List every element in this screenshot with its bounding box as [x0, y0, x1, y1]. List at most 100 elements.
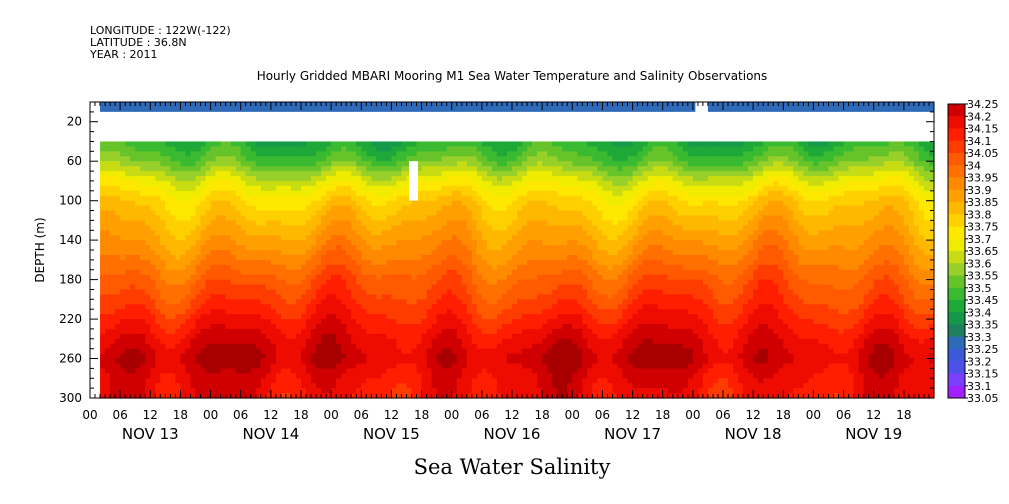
heatmap-cell	[170, 309, 176, 315]
heatmap-cell	[481, 309, 488, 315]
heatmap-cell	[200, 195, 207, 202]
heatmap-cell	[336, 338, 342, 345]
heatmap-cell	[280, 161, 287, 167]
heatmap-cell	[371, 264, 377, 271]
heatmap-cell	[522, 294, 528, 300]
heatmap-cell	[235, 294, 242, 300]
heatmap-cell	[572, 264, 578, 271]
heatmap-cell	[356, 215, 362, 221]
heatmap-cell	[105, 299, 111, 305]
heatmap-cell	[527, 338, 533, 345]
heatmap-cell	[572, 200, 578, 207]
heatmap-cell	[416, 289, 423, 295]
heatmap-cell	[491, 324, 498, 330]
heatmap-cell	[220, 250, 227, 256]
heatmap-cell	[567, 240, 573, 246]
heatmap-cell	[537, 353, 543, 360]
heatmap-cell	[436, 215, 443, 221]
heatmap-cell	[195, 259, 202, 266]
heatmap-cell	[160, 328, 166, 335]
heatmap-cell	[471, 304, 478, 310]
heatmap-cell	[381, 304, 387, 310]
heatmap-cell	[105, 373, 111, 379]
heatmap-cell	[522, 141, 528, 147]
heatmap-cell	[240, 156, 247, 162]
heatmap-cell	[275, 363, 282, 369]
heatmap-cell	[512, 220, 518, 226]
heatmap-cell	[396, 284, 403, 291]
heatmap-cell	[491, 274, 498, 281]
heatmap-cell	[115, 215, 121, 221]
heatmap-cell	[366, 324, 372, 330]
heatmap-cell	[341, 200, 347, 207]
heatmap-cell	[371, 220, 377, 226]
heatmap-cell	[165, 146, 171, 152]
heatmap-cell	[290, 319, 297, 325]
heatmap-cell	[476, 358, 483, 365]
heatmap-cell	[155, 190, 161, 197]
heatmap-cell	[270, 309, 277, 315]
heatmap-cell	[471, 363, 478, 369]
heatmap-cell	[115, 294, 121, 300]
heatmap-cell	[306, 393, 312, 399]
heatmap-cell	[275, 215, 282, 221]
heatmap-cell	[456, 195, 463, 202]
heatmap-cell	[326, 215, 332, 221]
heatmap-cell	[130, 333, 136, 340]
heatmap-cell	[341, 171, 347, 177]
heatmap-cell	[476, 225, 483, 231]
heatmap-cell	[225, 333, 232, 340]
heatmap-cell	[406, 368, 413, 374]
heatmap-cell	[180, 373, 187, 379]
heatmap-cell	[466, 141, 473, 147]
heatmap-cell	[321, 279, 327, 286]
heatmap-cell	[376, 210, 382, 217]
heatmap-cell	[210, 353, 217, 360]
heatmap-cell	[235, 195, 242, 202]
heatmap-cell	[506, 190, 513, 197]
heatmap-cell	[491, 333, 498, 340]
heatmap-cell	[542, 294, 548, 300]
heatmap-cell	[140, 259, 146, 266]
heatmap-cell	[235, 393, 242, 399]
heatmap-cell	[361, 225, 367, 231]
heatmap-cell	[567, 314, 573, 320]
heatmap-cell	[481, 210, 488, 217]
heatmap-cell	[140, 240, 146, 246]
heatmap-cell	[205, 314, 212, 320]
heatmap-cell	[285, 299, 292, 305]
heatmap-cell	[280, 215, 287, 221]
heatmap-cell	[295, 353, 302, 360]
heatmap-cell	[501, 363, 508, 369]
heatmap-cell	[280, 289, 287, 295]
heatmap-cell	[306, 254, 312, 261]
heatmap-cell	[280, 304, 287, 310]
heatmap-cell	[245, 353, 252, 360]
heatmap-cell	[311, 245, 317, 251]
heatmap-cell	[436, 289, 443, 295]
heatmap-cell	[135, 368, 141, 374]
heatmap-cell	[527, 141, 533, 147]
heatmap-cell	[481, 363, 488, 369]
heatmap-cell	[285, 304, 292, 310]
heatmap-cell	[306, 200, 312, 207]
heatmap-cell	[527, 304, 533, 310]
heatmap-cell	[145, 328, 151, 335]
heatmap-cell	[491, 141, 498, 147]
heatmap-cell	[446, 215, 453, 221]
heatmap-cell	[542, 171, 548, 177]
heatmap-cell	[411, 383, 418, 389]
heatmap-cell	[180, 161, 187, 167]
heatmap-cell	[175, 151, 182, 157]
heatmap-cell	[326, 141, 332, 147]
heatmap-cell	[125, 309, 131, 315]
heatmap-cell	[285, 309, 292, 315]
heatmap-cell	[110, 353, 116, 360]
heatmap-cell	[572, 353, 578, 360]
heatmap-cell	[486, 304, 493, 310]
heatmap-cell	[306, 294, 312, 300]
heatmap-cell	[160, 319, 166, 325]
heatmap-cell	[386, 274, 393, 281]
heatmap-cell	[260, 284, 267, 291]
heatmap-cell	[567, 348, 573, 355]
